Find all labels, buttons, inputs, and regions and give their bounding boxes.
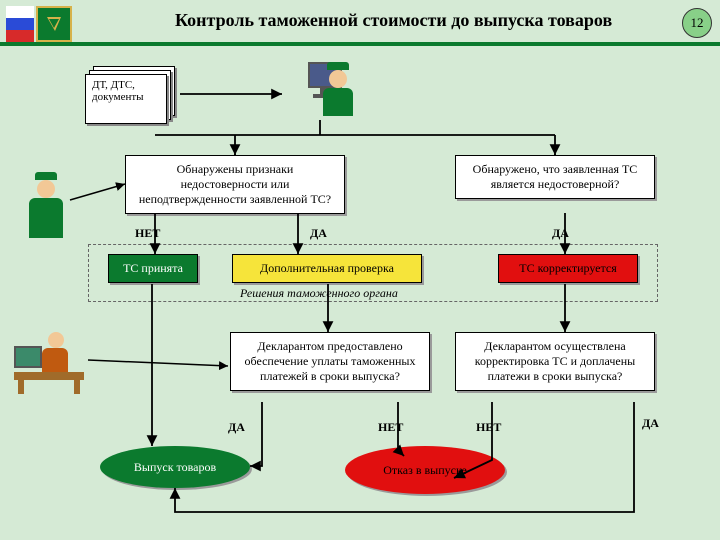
- standing-officer-icon: [24, 172, 68, 240]
- customs-emblem-icon: [36, 6, 72, 42]
- question-unreliability: Обнаружены признаки недостоверности или …: [125, 155, 345, 214]
- page-title: Контроль таможенной стоимости до выпуска…: [175, 10, 612, 31]
- documents-icon: ДТ, ДТС, документы: [85, 66, 177, 124]
- question-correction-done: Декларантом осуществлена корректировка Т…: [455, 332, 655, 391]
- label-no-2: НЕТ: [378, 420, 403, 435]
- header: Контроль таможенной стоимости до выпуска…: [0, 0, 720, 50]
- label-no-3: НЕТ: [476, 420, 501, 435]
- label-yes-4: ДА: [642, 416, 659, 431]
- question-security-provided: Декларантом предоставлено обеспечение уп…: [230, 332, 430, 391]
- label-yes-1: ДА: [310, 226, 327, 241]
- label-no-1: НЕТ: [135, 226, 160, 241]
- declarant-icon: [14, 328, 88, 394]
- decision-accepted: ТС принята: [108, 254, 198, 283]
- decisions-caption: Решения таможенного органа: [240, 286, 398, 301]
- label-yes-3: ДА: [228, 420, 245, 435]
- page-number-badge: 12: [682, 8, 712, 38]
- outcome-refuse: Отказ в выпуске: [345, 446, 505, 494]
- decision-corrected: ТС корректируется: [498, 254, 638, 283]
- header-rule: [0, 42, 720, 46]
- officer-icon: [320, 62, 356, 118]
- decision-additional-check: Дополнительная проверка: [232, 254, 422, 283]
- ru-flag-icon: [6, 6, 34, 44]
- question-false-value: Обнаружено, что заявленная ТС является н…: [455, 155, 655, 199]
- outcome-release: Выпуск товаров: [100, 446, 250, 488]
- label-yes-2: ДА: [552, 226, 569, 241]
- documents-label: ДТ, ДТС, документы: [85, 74, 167, 124]
